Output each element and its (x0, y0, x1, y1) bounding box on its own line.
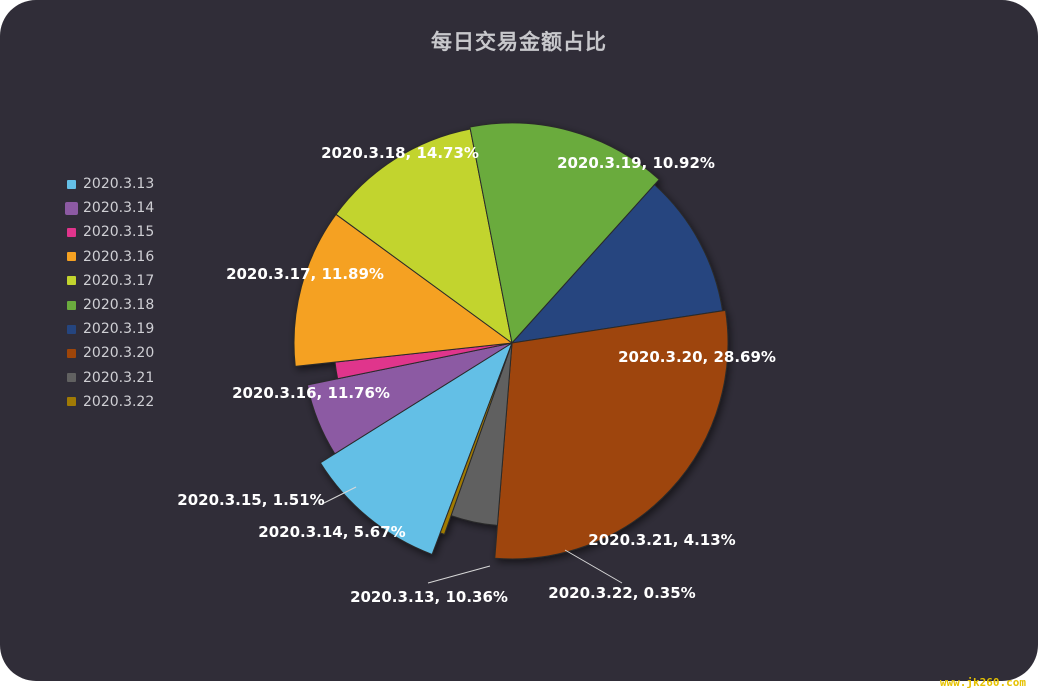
legend-item[interactable]: 2020.3.13 (67, 172, 154, 196)
pie-slice[interactable] (319, 341, 513, 556)
legend-label: 2020.3.17 (83, 272, 155, 289)
label-leader-line (323, 486, 357, 504)
legend-item[interactable]: 2020.3.22 (67, 390, 154, 414)
chart-title: 每日交易金额占比 (431, 30, 607, 54)
data-label: 2020.3.15, 1.51% (177, 491, 324, 509)
pie-slice[interactable] (335, 128, 513, 345)
legend-label: 2020.3.14 (83, 200, 155, 217)
data-label: 2020.3.13, 10.36% (350, 588, 508, 606)
legend-label: 2020.3.22 (83, 393, 155, 410)
data-label: 2020.3.14, 5.67% (258, 523, 405, 541)
legend-item[interactable]: 2020.3.18 (67, 293, 154, 317)
data-label: 2020.3.16, 11.76% (232, 384, 390, 402)
legend-label: 2020.3.20 (83, 345, 155, 362)
legend-label: 2020.3.13 (83, 176, 155, 193)
pie-slice[interactable] (469, 122, 660, 345)
legend-item[interactable]: 2020.3.19 (67, 317, 154, 341)
legend-swatch (67, 373, 76, 383)
legend-swatch (67, 348, 76, 358)
legend-swatch (67, 300, 76, 310)
pie-slice[interactable] (439, 342, 513, 536)
watermark-text: www.jk260.com (939, 676, 1026, 689)
data-label: 2020.3.21, 4.13% (588, 531, 735, 549)
legend-item[interactable]: 2020.3.17 (67, 269, 154, 293)
legend-swatch (67, 227, 76, 237)
legend-swatch (67, 252, 76, 262)
label-leader-line (564, 549, 623, 584)
legend-swatch (67, 397, 76, 407)
label-leader-line (427, 565, 491, 584)
pie-slice[interactable] (510, 183, 724, 344)
legend-label: 2020.3.16 (83, 248, 155, 265)
data-label: 2020.3.20, 28.69% (618, 348, 776, 366)
legend-label: 2020.3.18 (83, 297, 155, 314)
data-label: 2020.3.22, 0.35% (548, 584, 695, 602)
legend-swatch (65, 201, 78, 215)
legend-label: 2020.3.15 (83, 224, 155, 241)
legend-swatch (67, 276, 76, 286)
pie-slice[interactable] (494, 309, 729, 560)
legend-item[interactable]: 2020.3.15 (67, 220, 154, 244)
data-label: 2020.3.17, 11.89% (226, 265, 384, 283)
data-label: 2020.3.18, 14.73% (321, 144, 479, 162)
legend-swatch (67, 324, 76, 334)
legend-item[interactable]: 2020.3.14 (65, 196, 155, 220)
legend-item[interactable]: 2020.3.20 (67, 341, 154, 365)
legend-swatch (67, 179, 76, 189)
chart-legend: 2020.3.13 2020.3.14 2020.3.15 2020.3.16 2020… (65, 172, 155, 414)
pie-slice[interactable] (306, 342, 513, 455)
legend-item[interactable]: 2020.3.16 (67, 245, 154, 269)
legend-label: 2020.3.21 (83, 369, 155, 386)
legend-label: 2020.3.19 (83, 321, 155, 338)
pie-slice[interactable] (293, 213, 514, 367)
data-label: 2020.3.19, 10.92% (557, 154, 715, 172)
legend-item[interactable]: 2020.3.21 (67, 366, 154, 390)
